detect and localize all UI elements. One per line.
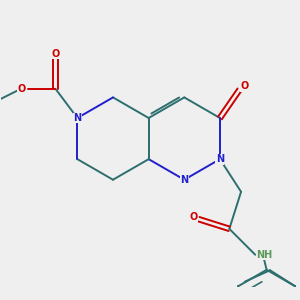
Text: N: N [216,154,224,164]
Text: O: O [241,81,249,91]
Text: NH: NH [256,250,272,260]
Text: O: O [17,84,25,94]
Text: N: N [73,113,81,123]
Text: O: O [189,212,197,222]
Text: N: N [180,175,188,185]
Text: O: O [51,49,60,58]
